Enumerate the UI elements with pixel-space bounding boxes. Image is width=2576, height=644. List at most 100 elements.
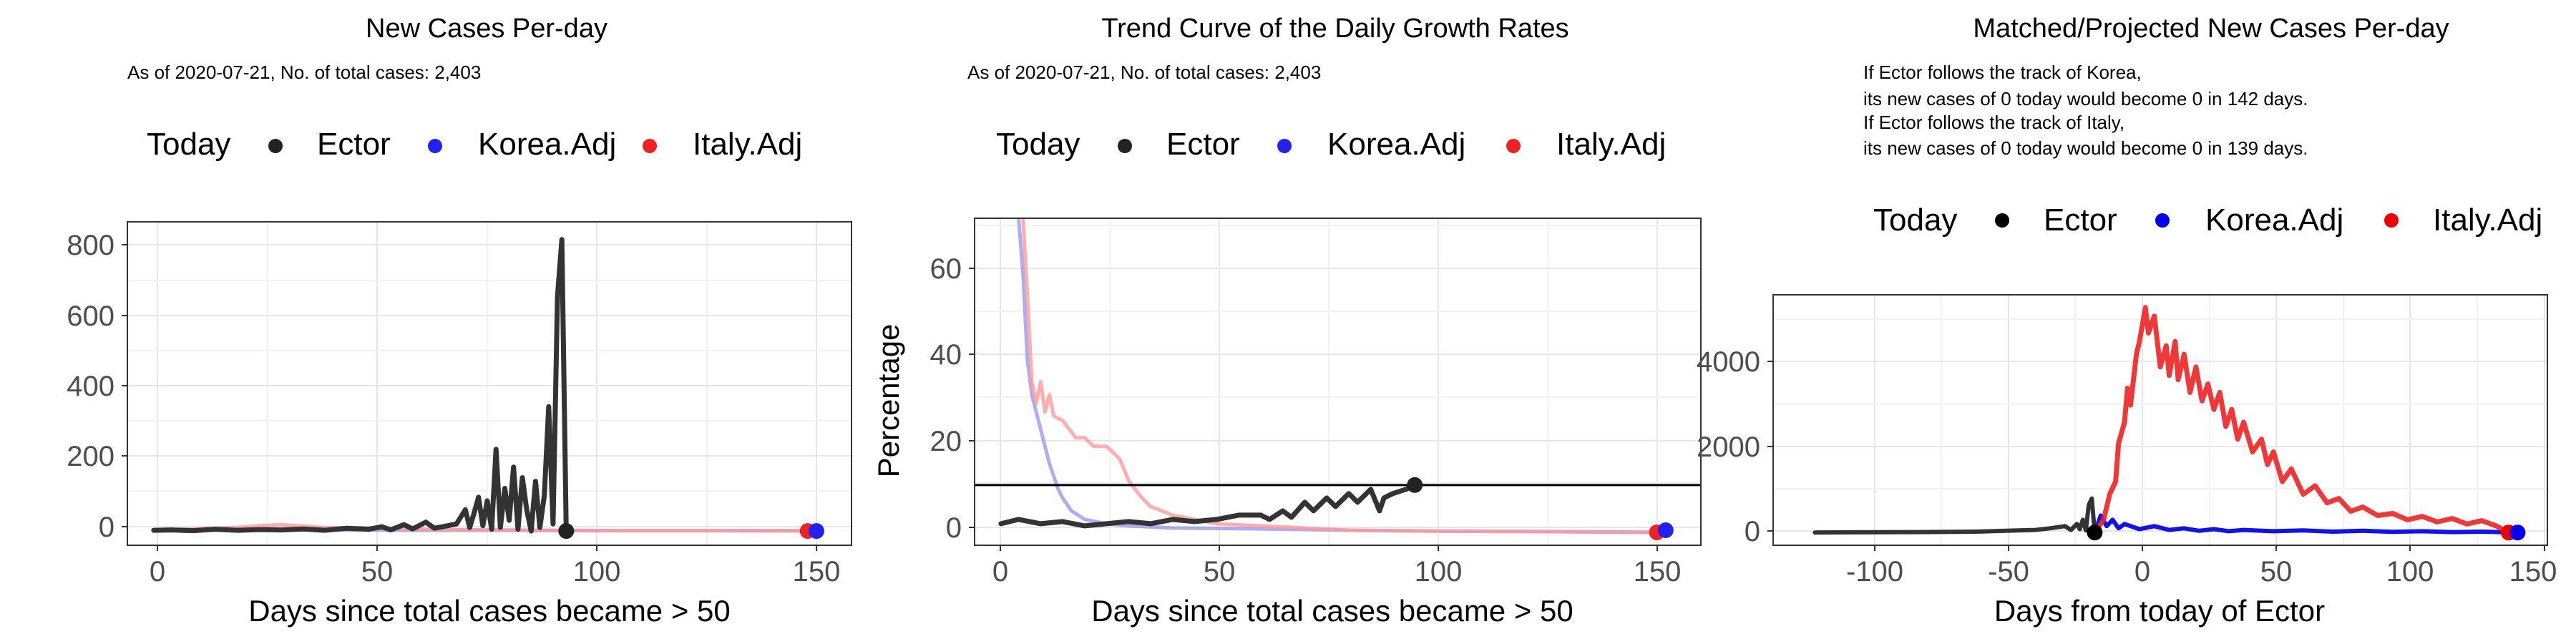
chart-subtitle-line: its new cases of 0 today would become 0 … — [1863, 88, 2308, 109]
legend-key-korea — [2155, 213, 2170, 228]
series-layer — [1813, 305, 2520, 535]
x-tick-label: 50 — [2260, 556, 2293, 587]
legend: Today Ector Korea.Adj Italy.Adj — [1873, 203, 2542, 238]
today-points-layer — [2087, 525, 2526, 541]
x-tick-label: 100 — [2386, 556, 2434, 587]
panel-projected-cases: Matched/Projected New Cases Per-day If E… — [1697, 14, 2557, 628]
x-tick-label: 100 — [573, 556, 621, 587]
series-line-ector — [151, 237, 569, 534]
chart-title: Matched/Projected New Cases Per-day — [1973, 14, 2449, 44]
y-tick-label: 0 — [946, 512, 962, 544]
y-axis: 0 20 40 60 — [930, 253, 975, 544]
legend-key-korea — [1277, 139, 1292, 153]
legend-key-italy — [1506, 139, 1521, 153]
legend-label-korea: Korea.Adj — [2205, 203, 2343, 238]
legend-key-italy — [643, 139, 657, 153]
y-tick-label: 20 — [930, 426, 962, 457]
plot-clip — [975, 218, 1701, 540]
legend-label-italy: Italy.Adj — [2433, 203, 2542, 238]
series-line-ector — [1813, 496, 2097, 535]
series-line-korea-adj — [2092, 513, 2520, 535]
legend-label-ector: Ector — [2044, 203, 2117, 238]
y-tick-label: 4000 — [1697, 346, 1760, 378]
y-axis-label: Percentage — [872, 324, 905, 478]
legend-title: Today — [996, 127, 1080, 162]
y-tick-label: 2000 — [1697, 431, 1760, 463]
chart-subtitle: As of 2020-07-21, No. of total cases: 2,… — [127, 62, 481, 83]
y-tick-label: 40 — [930, 339, 962, 371]
x-tick-label: 0 — [2135, 556, 2150, 587]
x-tick-label: 150 — [1634, 556, 1682, 587]
series-line-italy-adj — [2092, 305, 2512, 535]
y-tick-label: 800 — [67, 230, 114, 261]
plot-background — [1773, 295, 2547, 545]
series-line-ector — [998, 482, 1418, 529]
today-points-layer — [1407, 477, 1674, 540]
chart-subtitle-line: its new cases of 0 today would become 0 … — [1863, 137, 2308, 159]
y-axis: 0 2000 4000 — [1697, 346, 1773, 547]
plot-border — [974, 218, 1702, 546]
x-axis-label: Days from today of Ector — [1994, 594, 2325, 628]
series-layer — [998, 218, 1668, 535]
series-line-italy-adj — [1021, 218, 1659, 535]
x-grid — [157, 222, 817, 545]
legend-label-ector: Ector — [317, 127, 391, 162]
today-point-ector — [2087, 525, 2103, 541]
y-grid — [975, 225, 1701, 528]
plot-area — [1772, 294, 2548, 546]
x-grid — [1874, 295, 2545, 545]
plot-background — [127, 222, 852, 545]
chart-title: Trend Curve of the Daily Growth Rates — [1101, 14, 1568, 44]
legend-title: Today — [147, 127, 230, 162]
today-point-korea-adj — [2509, 525, 2526, 541]
x-tick-label: 150 — [2509, 556, 2557, 587]
series-layer — [151, 237, 819, 534]
legend: Today Ector Korea.Adj Italy.Adj — [147, 127, 802, 162]
y-axis: 0 200 400 600 800 — [67, 230, 127, 543]
legend-key-korea — [428, 139, 442, 153]
x-tick-label: 100 — [1415, 556, 1463, 587]
panel-new-cases: New Cases Per-day As of 2020-07-21, No. … — [67, 14, 852, 628]
chart-subtitle-line: If Ector follows the track of Korea, — [1863, 62, 2142, 83]
y-tick-label: 0 — [99, 512, 114, 543]
x-tick-label: -100 — [1846, 556, 1903, 587]
plot-border — [127, 221, 852, 546]
x-tick-label: -50 — [1988, 556, 2029, 587]
y-tick-label: 60 — [930, 253, 962, 285]
y-tick-label: 0 — [1745, 516, 1760, 547]
today-point-ector — [558, 523, 575, 540]
legend-label-ector: Ector — [1166, 127, 1240, 162]
legend-label-korea: Korea.Adj — [1327, 127, 1465, 162]
y-tick-label: 400 — [67, 371, 114, 402]
chart-title: New Cases Per-day — [366, 14, 608, 44]
chart-subtitle: As of 2020-07-21, No. of total cases: 2,… — [967, 62, 1321, 83]
x-axis: 0 50 100 150 Days since total cases beca… — [992, 545, 1682, 628]
x-axis: 0 50 100 150 Days since total cases beca… — [150, 545, 841, 628]
chart-subtitle-line: If Ector follows the track of Italy, — [1863, 112, 2124, 133]
x-axis-label: Days since total cases became > 50 — [248, 594, 731, 628]
legend-key-ector — [1118, 139, 1132, 153]
x-tick-label: 0 — [992, 556, 1008, 587]
legend-label-italy: Italy.Adj — [1556, 127, 1666, 162]
plot-border — [1772, 294, 2548, 546]
legend-key-ector — [1995, 213, 2009, 228]
today-point-korea-adj — [808, 523, 824, 540]
x-axis: -100 -50 0 50 100 150 Days from today of… — [1846, 545, 2557, 628]
legend: Today Ector Korea.Adj Italy.Adj — [996, 127, 1666, 162]
legend-key-ector — [268, 139, 283, 153]
y-tick-label: 200 — [67, 441, 114, 472]
x-tick-label: 50 — [361, 556, 394, 587]
panel-growth-rates: Trend Curve of the Daily Growth Rates As… — [872, 14, 1702, 628]
plot-background — [975, 218, 1701, 545]
legend-label-italy: Italy.Adj — [693, 127, 802, 162]
x-tick-label: 150 — [793, 556, 841, 587]
x-axis-label: Days since total cases became > 50 — [1091, 594, 1574, 628]
plot-area — [974, 218, 1702, 546]
legend-label-korea: Korea.Adj — [478, 127, 616, 162]
plot-area — [127, 221, 852, 546]
today-points-layer — [558, 523, 824, 540]
x-tick-label: 0 — [150, 556, 165, 587]
legend-title: Today — [1873, 203, 1957, 238]
x-grid — [1000, 218, 1658, 545]
